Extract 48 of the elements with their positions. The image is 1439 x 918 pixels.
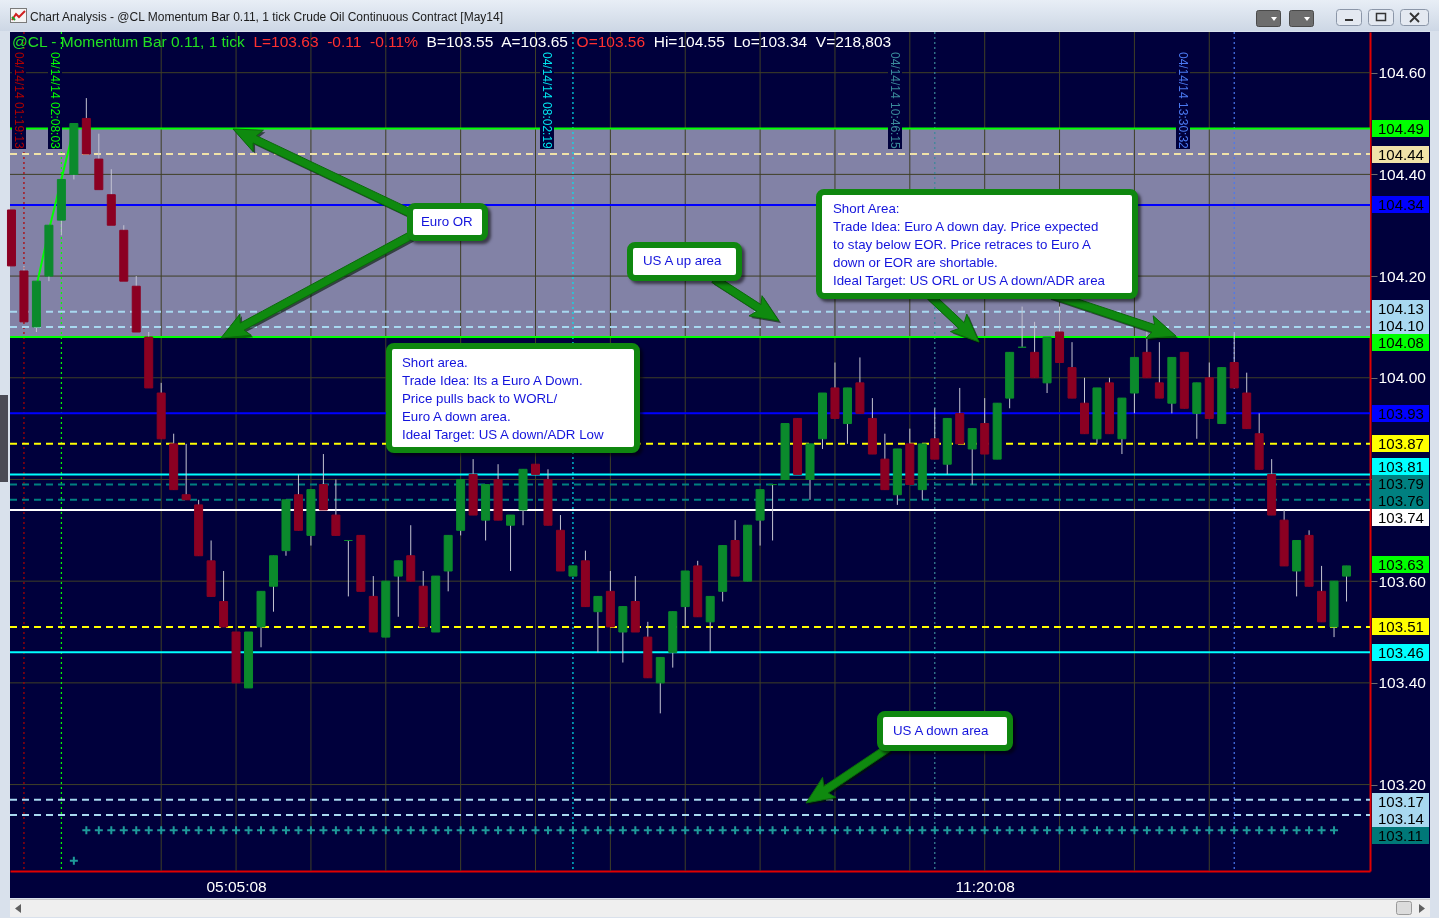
annotation: Euro OR [421,213,473,231]
candlestick [967,428,977,486]
y-tick-label: 104.00 [1378,369,1427,387]
y-tick-label: 104.40 [1378,165,1427,183]
y-tick-label: 104.20 [1378,267,1427,285]
annotation: US A down area [893,722,989,740]
y-tick-label: 103.20 [1378,776,1427,794]
x-tick-label: 05:05:08 [206,877,267,895]
candlestick [593,595,603,653]
text: 103.11 [1372,827,1429,845]
ref-line-label: 103.46 [1372,643,1429,661]
annotation: 04/14/14 01:19:13 [11,52,26,149]
ref-line-label: 104.10 [1372,316,1429,334]
ref-line-label: 104.44 [1372,145,1429,163]
annotation: Short Area: Trade Idea: Euro A down day. Price expected to stay below EOR. Price retraces to Euro A down or EOR are shortable. Ideal Target: US ORL or US A down/ADR area [833,200,1105,290]
annotation: 04/14/14 02:08:03 [47,52,62,149]
candlestick [393,560,403,618]
candlestick [181,443,191,501]
y-tick-label: 103.40 [1378,674,1427,692]
y-tick-label: 104.60 [1378,64,1427,82]
candlestick [1154,341,1164,399]
annotation: 04/14/14 08:02:19 [539,52,554,149]
ref-line-label: 104.34 [1372,196,1429,214]
candlestick [1342,565,1352,602]
ref-line-label: 103.79 [1372,475,1429,493]
ref-line-label: 103.87 [1372,435,1429,453]
ref-line-label: 103.51 [1372,618,1429,636]
ref-line-label: 103.76 [1372,492,1429,510]
annotation: Short area. Trade Idea: Its a Euro A Down. Price pulls back to WORL/ Euro A down area. Ideal Target: US A down/ADR Low [402,354,604,444]
ref-line-label: 104.13 [1372,299,1429,317]
candlestick [331,478,341,536]
ref-line-label: 103.81 [1372,458,1429,476]
ref-line-label: 104.08 [1372,333,1429,351]
annotation: US A up area [643,252,722,270]
annotation: 04/14/14 10:46:15 [887,52,902,149]
ref-line-label: 103.14 [1372,810,1429,828]
text: 103.63 [1372,555,1429,573]
ref-line-label: 103.74 [1372,509,1429,527]
ref-line-label: 103.17 [1372,793,1429,811]
annotation: 04/14/14 13:30:32 [1175,52,1190,149]
chart-title: Chart Analysis - @CL Momentum Bar 0.11, 1 tick Crude Oil Continuous Contract [May14] [30,10,504,24]
y-tick-label: 103.60 [1378,572,1427,590]
candlestick [930,407,940,460]
ref-line-label: 103.93 [1372,404,1429,422]
candlestick [506,514,516,572]
text: @CL - Momentum Bar 0.11, 1 tick L=103.63 -0.11 -0.11% B=103.55 A=103.65 O=103.56 Hi=104.55 Lo=103.34 V=218,803 [12,33,892,50]
x-tick-label: 11:20:08 [955,877,1015,895]
ref-line-label: 104.49 [1372,120,1429,138]
